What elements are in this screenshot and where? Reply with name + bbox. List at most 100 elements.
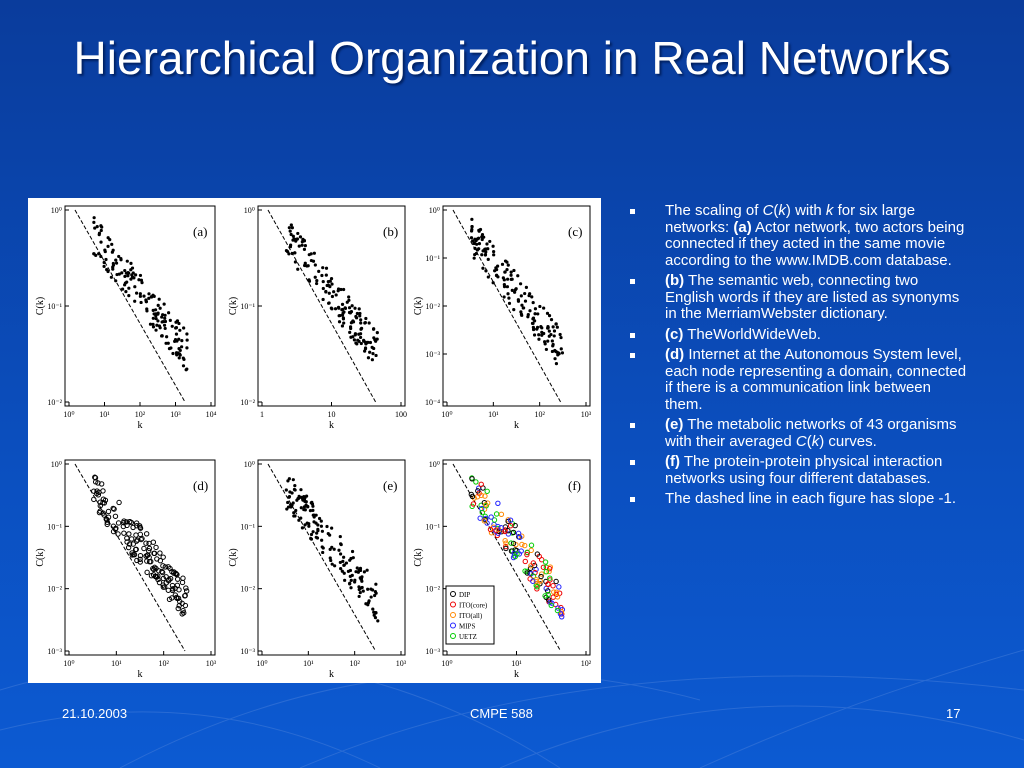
point: [328, 533, 332, 537]
x-tick-label: 10²: [534, 410, 545, 419]
point: [179, 579, 186, 586]
point: [307, 524, 311, 528]
point: [311, 508, 315, 512]
point: [158, 306, 162, 310]
point: [160, 575, 167, 582]
point: [347, 306, 352, 310]
point: [105, 514, 112, 520]
point: [531, 325, 535, 329]
point: [350, 304, 354, 308]
point: [344, 561, 349, 565]
x-tick-label: 10³: [581, 410, 592, 419]
point: [137, 552, 144, 559]
point: [341, 317, 346, 321]
legend-entry: ITO(all): [459, 612, 483, 620]
point: [373, 590, 377, 594]
legend-entry: UETZ: [459, 633, 477, 641]
point: [373, 593, 377, 598]
point: [120, 271, 124, 275]
point: [519, 294, 523, 298]
point: [134, 273, 138, 277]
text: The protein-protein physical interaction…: [665, 453, 943, 487]
x-tick-label: 10⁴: [206, 410, 217, 419]
point: [493, 269, 497, 273]
point: [100, 496, 107, 502]
point: [301, 237, 305, 241]
point: [551, 325, 555, 329]
point: [178, 328, 182, 332]
point: [363, 321, 367, 325]
point: [324, 289, 328, 294]
panel-label: (a): [193, 224, 207, 239]
point: [481, 266, 485, 270]
text: The dashed line in each figure has slope…: [665, 490, 957, 507]
point: [296, 231, 300, 236]
point: [356, 338, 360, 342]
point: [306, 264, 310, 268]
point: [554, 322, 558, 326]
point: [367, 321, 371, 325]
legend-box: [445, 585, 495, 645]
point: [364, 602, 368, 606]
point: [176, 351, 180, 355]
point: [315, 281, 319, 286]
point: [106, 269, 110, 274]
point: [162, 302, 166, 306]
point: [333, 564, 337, 568]
point: [535, 325, 540, 329]
point: [109, 275, 113, 279]
point: [498, 525, 504, 531]
point: [354, 341, 358, 345]
point: [484, 269, 488, 273]
point: [171, 351, 175, 356]
point: [337, 548, 341, 552]
x-tick-label: 10⁰: [441, 410, 452, 419]
point: [355, 311, 359, 316]
point: [155, 576, 161, 583]
point: [111, 506, 117, 512]
point: [548, 602, 554, 609]
text: The metabolic networks of 43 organisms w…: [665, 416, 957, 450]
point: [287, 226, 291, 230]
point: [291, 234, 295, 238]
point: [308, 509, 313, 513]
point: [549, 600, 555, 606]
y-tick-label: 10⁻¹: [425, 254, 440, 263]
point: [332, 290, 336, 294]
point: [97, 231, 102, 235]
point: [173, 337, 178, 342]
point: [114, 258, 118, 262]
point: [129, 552, 135, 558]
point: [182, 602, 189, 609]
footer-date: 21.10.2003: [62, 706, 128, 721]
point: [100, 510, 106, 516]
point: [492, 253, 496, 257]
point: [537, 333, 541, 337]
point: [538, 304, 542, 309]
point: [91, 496, 97, 503]
point: [161, 584, 168, 590]
point: [534, 584, 540, 590]
point: [185, 338, 189, 342]
point: [312, 515, 316, 519]
point: [125, 259, 129, 263]
x-tick-label: 10³: [206, 659, 217, 668]
point: [340, 313, 345, 317]
point: [550, 339, 554, 343]
point: [168, 318, 172, 322]
point: [135, 291, 139, 295]
legend-entry: ITO(core): [459, 602, 488, 610]
point: [321, 550, 325, 555]
point: [369, 595, 373, 599]
text: k: [811, 432, 820, 450]
x-axis-label: k: [514, 669, 519, 680]
x-tick-label: 10: [328, 410, 336, 419]
point: [165, 587, 172, 593]
point: [304, 503, 308, 507]
point: [154, 316, 158, 321]
point: [523, 299, 528, 303]
point: [299, 488, 303, 492]
point: [123, 274, 127, 278]
point: [505, 531, 512, 537]
